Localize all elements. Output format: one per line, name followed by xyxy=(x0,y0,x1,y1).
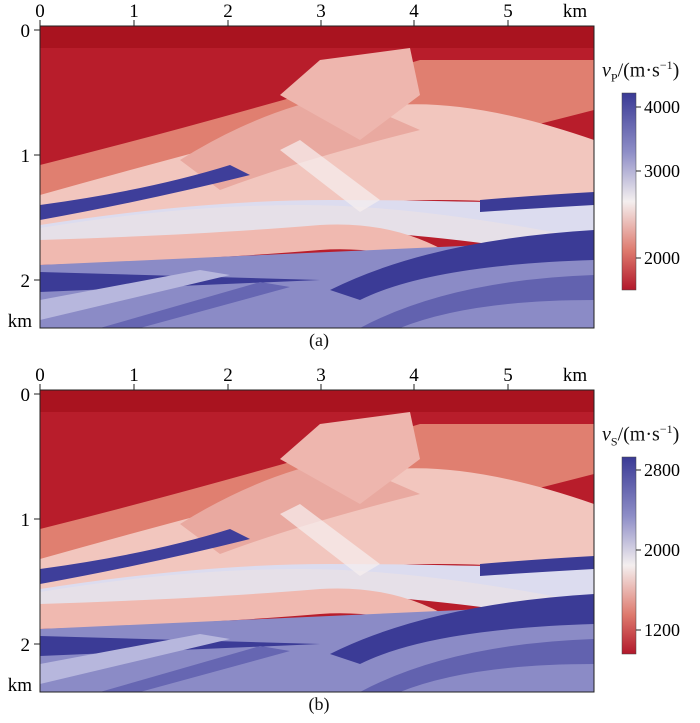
x-tick-label: 0 xyxy=(35,1,45,22)
colorbar-title-a: vP/(m·s−1) xyxy=(602,58,680,85)
y-tick-label: 1 xyxy=(21,510,31,531)
colorbar-tick: 1200 xyxy=(644,620,680,640)
colorbar-tick: 4000 xyxy=(644,97,680,117)
colorbar-tick: 3000 xyxy=(644,161,680,181)
y-tick-label: 2 xyxy=(21,271,31,292)
colorbar-tick: 2000 xyxy=(644,248,680,268)
colorbar-title-b: vS/(m·s−1) xyxy=(602,422,680,449)
x-tick-label: 4 xyxy=(409,1,419,22)
model-image-b xyxy=(40,390,594,692)
x-tick-label: 5 xyxy=(503,1,513,22)
x-tick-label: 4 xyxy=(409,365,419,386)
y-unit-label: km xyxy=(8,311,33,332)
y-tick-label: 0 xyxy=(21,21,31,42)
x-axis-b: 0 1 2 3 4 5 km xyxy=(35,365,587,390)
x-unit-label: km xyxy=(563,365,588,386)
panel-a: 0 1 2 3 4 5 km 0 1 2 km 4000 3000 2000 xyxy=(0,0,700,359)
x-tick-label: 5 xyxy=(503,365,513,386)
velocity-model-a: 0 1 2 3 4 5 km 0 1 2 km 4000 3000 2000 xyxy=(8,1,680,332)
y-axis-b: 0 1 2 km xyxy=(8,385,40,696)
panel-caption: (b) xyxy=(308,694,330,714)
colorbar-a: 4000 3000 2000 xyxy=(621,92,680,291)
x-tick-label: 2 xyxy=(223,1,233,22)
x-tick-label: 1 xyxy=(129,365,139,386)
colorbar-b: 2800 2000 1200 xyxy=(621,456,680,655)
x-unit-label: km xyxy=(563,1,588,22)
y-tick-label: 2 xyxy=(21,635,31,656)
velocity-model-b: 0 1 2 3 4 5 km 0 1 2 km 2800 2000 1200 xyxy=(8,365,680,696)
colorbar-tick: 2000 xyxy=(644,540,680,560)
y-tick-label: 1 xyxy=(21,146,31,167)
panel-caption: (a) xyxy=(309,330,329,350)
x-tick-label: 1 xyxy=(129,1,139,22)
x-tick-label: 0 xyxy=(35,365,45,386)
x-tick-label: 3 xyxy=(316,365,326,386)
x-axis-a: 0 1 2 3 4 5 km xyxy=(35,1,587,26)
x-tick-label: 2 xyxy=(223,365,233,386)
x-tick-label: 3 xyxy=(316,1,326,22)
y-axis-a: 0 1 2 km xyxy=(8,21,40,332)
y-unit-label: km xyxy=(8,675,33,696)
colorbar-tick: 2800 xyxy=(644,460,680,480)
y-tick-label: 0 xyxy=(21,385,31,406)
model-image-a xyxy=(40,26,594,328)
panel-b: 0 1 2 3 4 5 km 0 1 2 km 2800 2000 1200 v… xyxy=(0,364,700,723)
